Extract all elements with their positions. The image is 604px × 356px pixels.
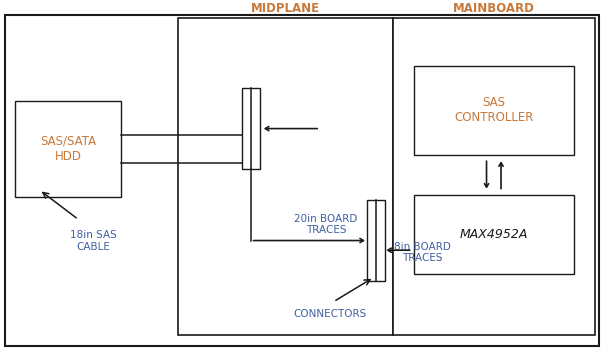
Text: SAS
CONTROLLER: SAS CONTROLLER [454, 96, 533, 124]
Bar [414, 66, 574, 155]
Text: 20in BOARD
TRACES: 20in BOARD TRACES [294, 214, 358, 235]
Text: SAS/SATA
HDD: SAS/SATA HDD [40, 135, 96, 163]
Bar [242, 88, 260, 169]
Text: MIDPLANE: MIDPLANE [251, 2, 320, 15]
Bar [15, 101, 121, 197]
Bar [367, 200, 385, 281]
Text: MAINBOARD: MAINBOARD [453, 2, 535, 15]
Bar [178, 19, 393, 335]
Bar [414, 195, 574, 274]
Text: MAX4952A: MAX4952A [460, 228, 528, 241]
Bar [393, 19, 595, 335]
Text: 18in SAS
CABLE: 18in SAS CABLE [70, 230, 117, 252]
Text: 8in BOARD
TRACES: 8in BOARD TRACES [394, 242, 451, 263]
Text: CONNECTORS: CONNECTORS [294, 309, 367, 319]
